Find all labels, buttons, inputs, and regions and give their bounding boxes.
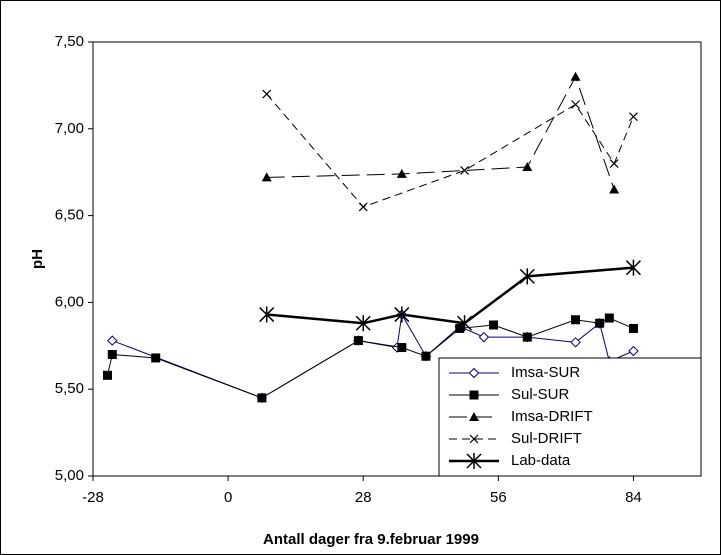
y-tick-label: 7,00 [55,120,84,137]
legend-marker [468,367,480,379]
marker [394,306,410,323]
y-tick-label: 6,00 [55,293,84,310]
y-tick-label: 5,50 [55,380,84,397]
series [262,89,638,212]
marker [261,172,272,182]
marker [107,349,117,359]
legend-marker [466,453,482,469]
legend-marker [469,390,479,400]
marker [489,320,499,330]
marker [522,332,532,342]
marker [522,161,533,171]
legend-label: Sul-SUR [511,386,570,403]
marker [151,353,161,363]
legend-marker [469,434,479,444]
legend-label: Sul-DRIFT [511,430,582,447]
y-axis-label: pH [29,249,46,269]
legend-label: Lab-data [511,452,571,469]
legend: Imsa-SUR Sul-SUR Imsa-DRIFT Sul-DRIFT Lab-da… [438,357,702,477]
marker [102,370,112,380]
x-tick-label: 0 [224,489,232,506]
x-tick-label: 84 [625,489,642,506]
marker [570,337,581,348]
marker [629,112,638,122]
marker [571,315,581,325]
marker [460,166,469,175]
marker [519,268,535,285]
x-tick-label: -28 [82,489,104,506]
marker [609,159,619,168]
x-axis-label: Antall dager fra 9.februar 1999 [263,531,479,548]
marker [396,168,407,178]
marker [571,100,580,109]
y-tick-label: 6,50 [55,207,84,224]
marker [478,331,490,343]
marker [604,313,614,323]
series [261,71,620,194]
marker [595,318,605,328]
marker [628,323,638,333]
x-tick-label: 56 [490,489,507,506]
legend-label: Imsa-SUR [511,364,580,381]
series [259,259,641,332]
legend-marker [469,412,479,421]
marker [625,259,641,276]
marker [353,336,363,346]
marker [609,184,620,194]
marker [355,315,371,332]
plot-area [92,41,702,477]
marker [457,315,473,332]
legend-label: Imsa-DRIFT [511,408,593,425]
marker [257,393,267,403]
marker [397,343,407,353]
marker [107,335,118,346]
y-tick-label: 7,50 [55,33,84,50]
y-tick-label: 5,00 [55,467,84,484]
marker [259,306,275,323]
x-tick-label: 28 [355,489,372,506]
marker [570,71,581,81]
series-line [266,266,634,325]
marker [262,89,272,99]
marker [358,202,368,212]
marker [421,351,431,361]
series-line [266,93,634,208]
marker [628,345,639,357]
